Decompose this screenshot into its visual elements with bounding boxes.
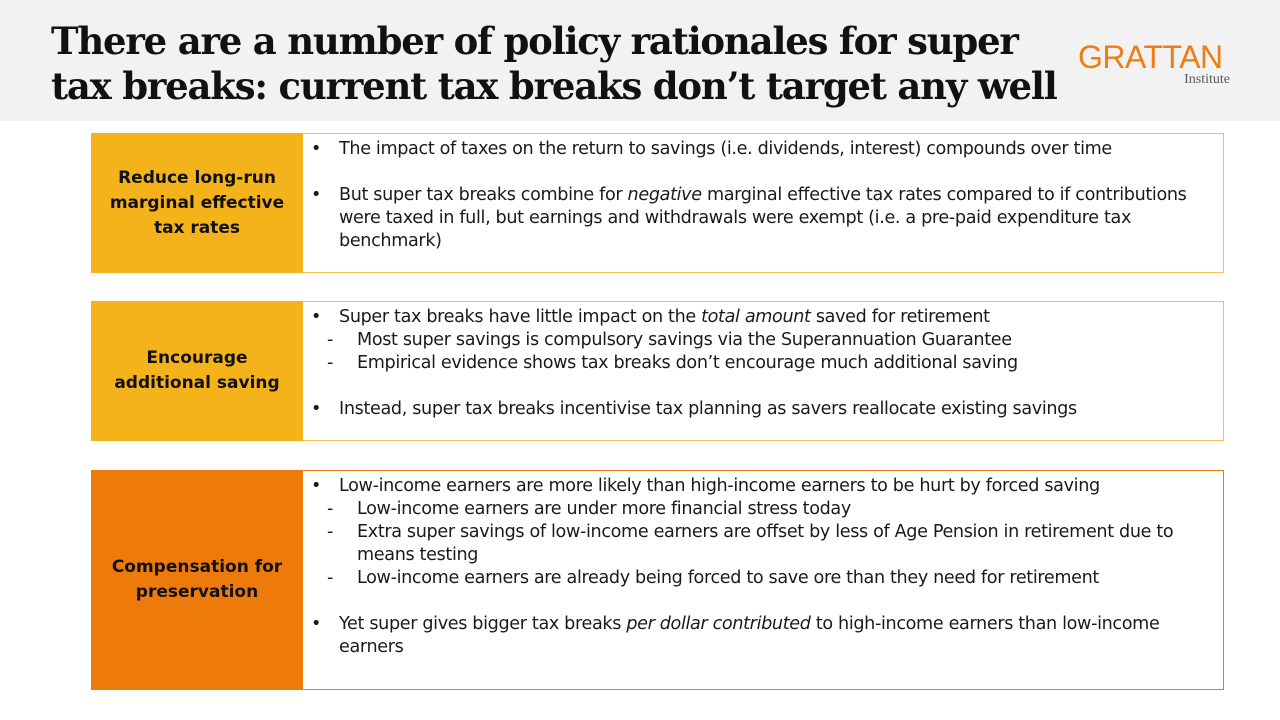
slide-title: There are a number of policy rationales … bbox=[51, 19, 1058, 108]
bullet-text: saved for retirement bbox=[810, 307, 990, 327]
bullet-text: Instead, super tax breaks incentivise ta… bbox=[339, 399, 1077, 419]
bullet-icon: • bbox=[311, 307, 322, 327]
rationale-label: Encourage additional saving bbox=[91, 301, 303, 441]
bullet-text: Yet super gives bigger tax breaks bbox=[339, 614, 627, 634]
emphasis-text: negative bbox=[627, 185, 703, 205]
bullet-text: The impact of taxes on the return to sav… bbox=[339, 139, 1112, 159]
bullet-icon: • bbox=[311, 139, 322, 159]
bullet-point: • Yet super gives bigger tax breaks per … bbox=[311, 613, 1215, 659]
dash-icon: - bbox=[327, 522, 333, 542]
sub-point: - Low-income earners are under more fina… bbox=[311, 498, 1215, 521]
slide-header: There are a number of policy rationales … bbox=[0, 0, 1280, 121]
bullet-text: marginal effective tax rates compared to… bbox=[339, 185, 1187, 251]
bullet-icon: • bbox=[311, 399, 322, 419]
sub-point-text: Most super savings is compulsory savings… bbox=[357, 330, 1012, 350]
bullet-point: • Super tax breaks have little impact on… bbox=[311, 306, 1215, 329]
sub-point: - Low-income earners are already being f… bbox=[311, 567, 1215, 590]
bullet-point: • The impact of taxes on the return to s… bbox=[311, 138, 1215, 161]
bullet-point: • Instead, super tax breaks incentivise … bbox=[311, 398, 1215, 421]
rationale-content: • Low-income earners are more likely tha… bbox=[303, 470, 1224, 690]
rationale-content: • The impact of taxes on the return to s… bbox=[303, 133, 1224, 273]
sub-point-text: Extra super savings of low-income earner… bbox=[357, 522, 1174, 565]
bullet-icon: • bbox=[311, 185, 322, 205]
sub-point: - Most super savings is compulsory savin… bbox=[311, 329, 1215, 352]
logo-wordmark: GRATTAN bbox=[1078, 39, 1223, 75]
dash-icon: - bbox=[327, 568, 333, 588]
bullet-text: Super tax breaks have little impact on t… bbox=[339, 307, 702, 327]
dash-icon: - bbox=[327, 330, 333, 350]
bullet-icon: • bbox=[311, 614, 322, 634]
dash-icon: - bbox=[327, 499, 333, 519]
rationale-label: Reduce long-run marginal effective tax r… bbox=[91, 133, 303, 273]
rationale-row-additional-saving: Encourage additional saving • Super tax … bbox=[91, 301, 1224, 441]
bullet-point: • But super tax breaks combine for negat… bbox=[311, 184, 1215, 253]
sub-point: - Empirical evidence shows tax breaks do… bbox=[311, 352, 1215, 375]
bullet-text: Low-income earners are more likely than … bbox=[339, 476, 1100, 496]
sub-point-text: Low-income earners are under more financ… bbox=[357, 499, 851, 519]
bullet-icon: • bbox=[311, 476, 322, 496]
bullet-text: But super tax breaks combine for bbox=[339, 185, 628, 205]
rationale-content: • Super tax breaks have little impact on… bbox=[303, 301, 1224, 441]
rationale-row-compensation: Compensation for preservation • Low-inco… bbox=[91, 470, 1224, 690]
grattan-logo: GRATTAN Institute bbox=[1078, 40, 1238, 96]
bullet-point: • Low-income earners are more likely tha… bbox=[311, 475, 1215, 498]
rationale-row-marginal-tax: Reduce long-run marginal effective tax r… bbox=[91, 133, 1224, 273]
bullet-text: to high-income earners than low-income e… bbox=[339, 614, 1160, 657]
emphasis-text: total amount bbox=[701, 307, 811, 327]
rationale-label: Compensation for preservation bbox=[91, 470, 303, 690]
sub-point-text: Low-income earners are already being for… bbox=[357, 568, 1099, 588]
emphasis-text: per dollar contributed bbox=[626, 614, 811, 634]
sub-point: - Extra super savings of low-income earn… bbox=[311, 521, 1215, 567]
logo-subtitle: Institute bbox=[1184, 72, 1230, 87]
sub-point-text: Empirical evidence shows tax breaks don’… bbox=[357, 353, 1018, 373]
dash-icon: - bbox=[327, 353, 333, 373]
